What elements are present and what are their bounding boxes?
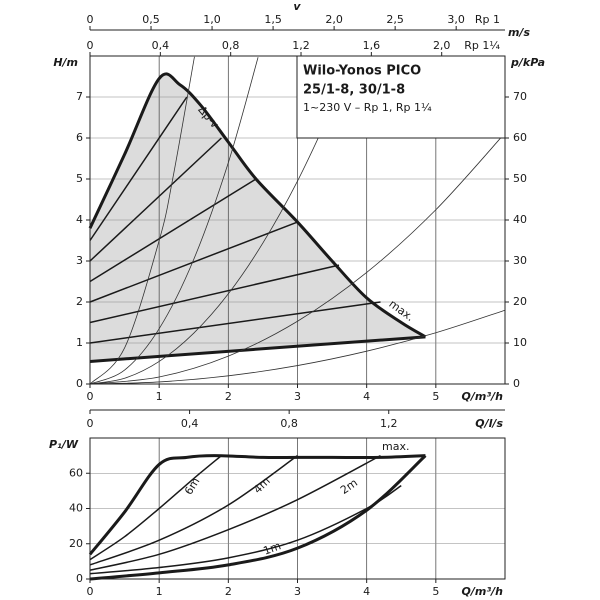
top-tick-label: 0 xyxy=(87,39,94,52)
y-tick-label: 4 xyxy=(76,213,83,226)
subtitle: 1~230 V – Rp 1, Rp 1¼ xyxy=(303,101,432,114)
top-tick-label: 0,8 xyxy=(280,417,298,430)
curve xyxy=(89,56,195,385)
y2-tick-label: 20 xyxy=(513,295,527,308)
y2-axis-label: p/kPa xyxy=(510,56,545,69)
y2-tick-label: 60 xyxy=(513,131,527,144)
top-tick-label: 1,5 xyxy=(264,13,282,26)
x-tick-label: 2 xyxy=(225,390,232,403)
y-tick-label: 40 xyxy=(69,502,83,515)
top-tick-label: 0,4 xyxy=(152,39,170,52)
x-tick-label: 5 xyxy=(432,390,439,403)
y2-tick-label: 30 xyxy=(513,254,527,267)
y-tick-label: 3 xyxy=(76,254,83,267)
top-tick-label: 1,2 xyxy=(292,39,310,52)
curve xyxy=(89,221,298,303)
x-tick-label: 4 xyxy=(363,585,370,598)
curve xyxy=(89,335,426,363)
top-tick-label: 0,8 xyxy=(222,39,240,52)
curve-label: max. xyxy=(382,440,409,453)
y2-tick-label: 0 xyxy=(513,377,520,390)
x-tick-label: 0 xyxy=(87,390,94,403)
x-axis-label: Q/m³/h xyxy=(462,390,504,403)
y2-tick-label: 50 xyxy=(513,172,527,185)
top-axis-label: Rp 1 xyxy=(475,13,500,26)
plot-frame xyxy=(89,437,506,580)
top-tick-label: 2,0 xyxy=(433,39,451,52)
curve xyxy=(89,57,259,385)
top-tick-label: 3,0 xyxy=(447,13,465,26)
curve xyxy=(88,72,427,339)
y-axis-label: P₁/W xyxy=(49,438,79,451)
curve xyxy=(89,178,257,283)
x-tick-label: 3 xyxy=(294,390,301,403)
x-tick-label: 1 xyxy=(156,585,163,598)
x-tick-label: 2 xyxy=(225,585,232,598)
curve xyxy=(89,301,381,344)
title: Wilo-Yonos PICO xyxy=(303,64,421,79)
x-tick-label: 0 xyxy=(87,585,94,598)
y2-tick-label: 10 xyxy=(513,336,527,349)
x-tick-label: 5 xyxy=(432,585,439,598)
curve xyxy=(89,132,506,385)
curve xyxy=(88,454,426,556)
y-tick-label: 5 xyxy=(76,172,83,185)
y-tick-label: 60 xyxy=(69,466,83,479)
x-tick-label: 4 xyxy=(363,390,370,403)
top-tick-label: 0,4 xyxy=(181,417,199,430)
y-tick-label: 0 xyxy=(76,572,83,585)
top-tick-label: 0 xyxy=(87,417,94,430)
top-tick-label: 1,0 xyxy=(203,13,221,26)
top-tick-label: 1,2 xyxy=(380,417,398,430)
curve xyxy=(89,455,298,566)
curve xyxy=(89,454,381,571)
top-tick-label: 0,5 xyxy=(142,13,160,26)
title-box xyxy=(296,55,506,139)
y2-tick-label: 70 xyxy=(513,90,527,103)
x-tick-label: 3 xyxy=(294,585,301,598)
top-tick-label: 2,0 xyxy=(325,13,343,26)
y-tick-label: 0 xyxy=(76,377,83,390)
curve xyxy=(89,309,506,385)
curve xyxy=(89,96,188,241)
top-axis-name: v xyxy=(293,0,301,13)
y-tick-label: 7 xyxy=(76,90,83,103)
y-tick-label: 1 xyxy=(76,336,83,349)
y2-tick-label: 40 xyxy=(513,213,527,226)
curve xyxy=(89,484,402,575)
y-tick-label: 2 xyxy=(76,295,83,308)
y-tick-label: 6 xyxy=(76,131,83,144)
curve xyxy=(89,137,222,262)
top-axis-unit: m/s xyxy=(508,26,530,39)
curve-label: 1m xyxy=(262,539,283,557)
title: 25/1-8, 30/1-8 xyxy=(303,83,405,98)
x-tick-label: 1 xyxy=(156,390,163,403)
y-tick-label: 20 xyxy=(69,537,83,550)
curve xyxy=(89,455,222,561)
top-axis-label: Rp 1¼ xyxy=(464,39,500,52)
top-axis-label: Q/l/s xyxy=(475,417,503,430)
top-tick-label: 1,6 xyxy=(363,39,381,52)
top-tick-label: 0 xyxy=(87,13,94,26)
top-tick-label: 2,5 xyxy=(386,13,404,26)
operating-area xyxy=(90,73,426,362)
y-axis-label: H/m xyxy=(53,56,78,69)
x-axis-label: Q/m³/h xyxy=(462,585,504,598)
curve xyxy=(89,264,340,324)
